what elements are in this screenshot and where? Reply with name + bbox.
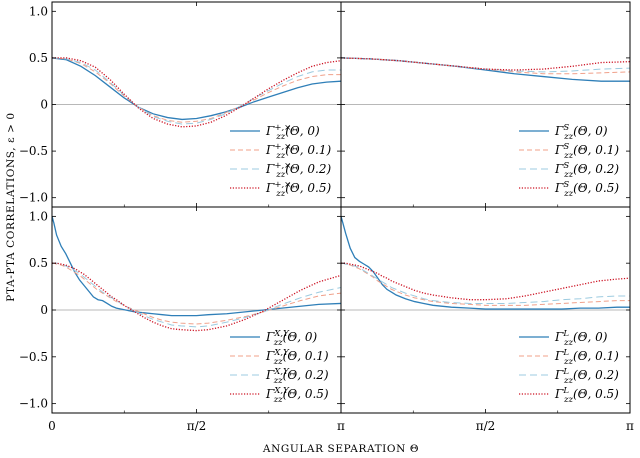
y-tick-label: −1.0: [19, 397, 48, 411]
series-line-0: [52, 216, 341, 317]
series-line-2: [341, 262, 630, 304]
series-line-0: [52, 57, 341, 121]
x-tick-label: π: [626, 419, 634, 433]
series-line-2: [52, 262, 341, 328]
y-tick-label: −1.0: [19, 191, 48, 205]
legend-label: Γ+,× zz(Θ, 0): [265, 123, 320, 142]
legend-label: Γ+,× zz(Θ, 0.1): [265, 142, 331, 161]
legend-label: ΓX,Y zz(Θ, 0): [265, 329, 317, 348]
series-line-1: [341, 262, 630, 306]
legend-label: Γ+,× zz(Θ, 0.5): [265, 180, 331, 199]
y-tick-label: 0.5: [29, 256, 48, 270]
panel-top-left: 1.0 0.5 0 −0.5 −1.0 Γ+,× zz(Θ, 0)Γ+,× zz(Θ, 0.1…: [19, 1, 342, 208]
series-line-3: [341, 57, 630, 71]
legend-label: ΓX,Y zz(Θ, 0.5): [265, 386, 329, 405]
legend: ΓS zz(Θ, 0)ΓS zz(Θ, 0.1)ΓS zz(Θ, 0.2)ΓS zz(Θ…: [519, 123, 619, 199]
y-tick-label: −0.5: [19, 350, 48, 364]
legend: Γ+,× zz(Θ, 0)Γ+,× zz(Θ, 0.1)Γ+,× zz(Θ, 0.2)…: [230, 123, 331, 199]
legend-label: ΓX,Y zz(Θ, 0.1): [265, 348, 329, 367]
y-tick-label: 0: [40, 98, 48, 112]
series-line-3: [52, 57, 341, 128]
series-line-3: [52, 262, 341, 332]
legend-label: ΓL zz(Θ, 0.5): [554, 386, 619, 405]
panel-bottom-right: π/2 π ΓL zz(Θ, 0)ΓL zz(Θ, 0.1)ΓL zz(Θ, 0.2)ΓL…: [340, 206, 634, 433]
x-tick-label: π/2: [476, 419, 496, 433]
y-tick-label: 0.5: [29, 51, 48, 65]
legend-label: ΓL zz(Θ, 0): [554, 329, 608, 348]
y-tick-label: 0: [40, 303, 48, 317]
series-line-1: [52, 57, 341, 123]
legend-label: ΓS zz(Θ, 0.5): [554, 180, 619, 199]
x-tick-label: π: [337, 419, 345, 433]
legend-label: ΓS zz(Θ, 0.2): [554, 161, 619, 180]
legend-label: ΓL zz(Θ, 0.1): [554, 348, 619, 367]
series-line-1: [52, 262, 341, 325]
series-line-3: [341, 262, 630, 301]
series-line-2: [52, 57, 341, 125]
x-tick-label: π/2: [187, 419, 207, 433]
legend-label: Γ+,× zz(Θ, 0.2): [265, 161, 331, 180]
x-axis-label: ANGULAR SEPARATION Θ: [262, 443, 419, 455]
panel-bottom-left: 1.00.50−0.5−1.00 π/2 πΓX,Y zz(Θ, 0)ΓX,Y zz(Θ…: [19, 206, 345, 433]
legend-label: ΓS zz(Θ, 0.1): [554, 142, 619, 161]
legend-label: ΓS zz(Θ, 0): [554, 123, 608, 142]
panel-top-right: ΓS zz(Θ, 0)ΓS zz(Θ, 0.1)ΓS zz(Θ, 0.2)ΓS zz(Θ…: [340, 1, 631, 208]
y-axis-label: PTA-PTA CORRELATIONS, ε > 0: [5, 112, 17, 301]
y-tick-label: 1.0: [29, 209, 48, 223]
legend-label: ΓL zz(Θ, 0.2): [554, 367, 619, 386]
x-tick-label: 0: [48, 419, 56, 433]
legend: ΓL zz(Θ, 0)ΓL zz(Θ, 0.1)ΓL zz(Θ, 0.2)ΓL zz(Θ…: [519, 329, 619, 405]
legend: ΓX,Y zz(Θ, 0)ΓX,Y zz(Θ, 0.1)ΓX,Y zz(Θ, 0.2)…: [230, 329, 329, 405]
y-tick-label: −0.5: [19, 144, 48, 158]
series-line-0: [341, 216, 630, 310]
legend-label: ΓX,Y zz(Θ, 0.2): [265, 367, 329, 386]
y-tick-label: 1.0: [29, 4, 48, 18]
panels-group: 1.0 0.5 0 −0.5 −1.0 Γ+,× zz(Θ, 0)Γ+,× zz(Θ, 0.1…: [19, 1, 634, 433]
